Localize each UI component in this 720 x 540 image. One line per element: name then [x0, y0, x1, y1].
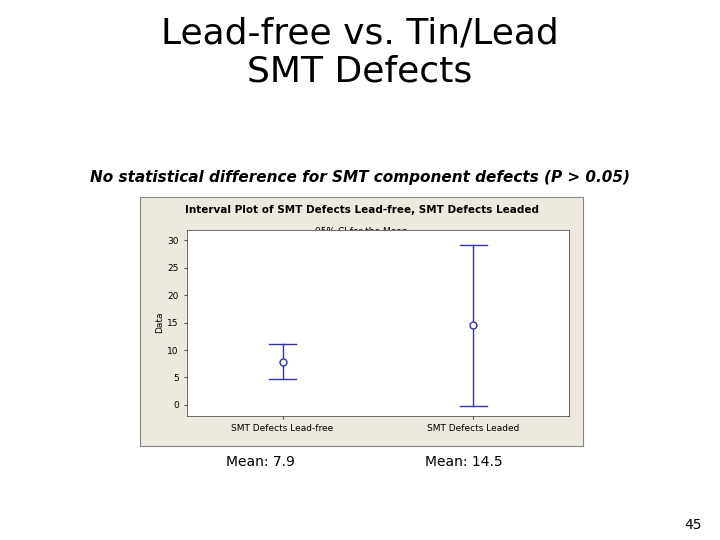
Text: Mean: 14.5: Mean: 14.5 [425, 455, 503, 469]
Text: No statistical difference for SMT component defects (P > 0.05): No statistical difference for SMT compon… [90, 170, 630, 185]
Text: 45: 45 [685, 518, 702, 532]
Text: Interval Plot of SMT Defects Lead-free, SMT Defects Leaded: Interval Plot of SMT Defects Lead-free, … [185, 205, 539, 214]
Y-axis label: Data: Data [156, 312, 165, 333]
Text: Mean: 7.9: Mean: 7.9 [225, 455, 294, 469]
Text: 95% CI for the Mean: 95% CI for the Mean [315, 227, 408, 236]
Text: Lead-free vs. Tin/Lead
SMT Defects: Lead-free vs. Tin/Lead SMT Defects [161, 16, 559, 88]
